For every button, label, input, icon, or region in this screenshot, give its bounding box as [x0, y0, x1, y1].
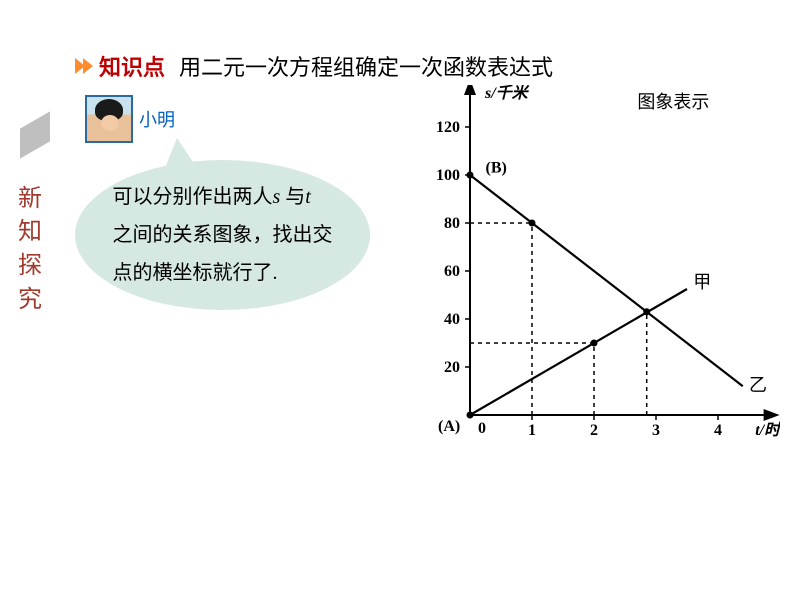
bubble-line1b: 与 — [280, 186, 305, 208]
svg-text:80: 80 — [444, 215, 460, 232]
speech-bubble: 可以分别作出两人s 与t 之间的关系图象，找出交 点的横坐标就行了. — [75, 160, 370, 310]
chart: 20 40 60 80 100 120 1 2 3 4 s/千米 t/时 图象表示 (A) 0 (B) 甲乙 — [400, 85, 780, 455]
svg-text:3: 3 — [652, 422, 660, 439]
svg-text:0: 0 — [478, 420, 486, 437]
sidebar-nav: 新 知 探 究 — [0, 150, 60, 350]
svg-text:s/千米: s/千米 — [484, 85, 530, 102]
avatar-block: 小明 — [85, 95, 175, 143]
svg-text:40: 40 — [444, 311, 460, 328]
bubble-var-t: t — [305, 186, 311, 208]
svg-text:图象表示: 图象表示 — [637, 92, 709, 112]
sidebar-decoration — [20, 111, 50, 158]
svg-text:120: 120 — [436, 119, 460, 136]
page-header: 知识点 用二元一次方程组确定一次函数表达式 — [75, 50, 553, 82]
avatar-name: 小明 — [139, 106, 175, 132]
header-red-label: 知识点 — [99, 50, 165, 82]
svg-text:20: 20 — [444, 359, 460, 376]
svg-text:4: 4 — [714, 422, 722, 439]
sidebar-char: 知 — [18, 216, 42, 250]
svg-text:乙: 乙 — [749, 375, 767, 395]
svg-text:1: 1 — [528, 422, 536, 439]
bubble-line1a: 可以分别作出两人 — [113, 186, 273, 208]
svg-text:100: 100 — [436, 167, 460, 184]
svg-text:(A): (A) — [438, 418, 460, 435]
sidebar-char: 究 — [18, 284, 42, 318]
chart-svg: 20 40 60 80 100 120 1 2 3 4 s/千米 t/时 图象表示 (A) 0 (B) 甲乙 — [400, 85, 780, 455]
bubble-line3: 点的横坐标就行了. — [113, 262, 278, 284]
svg-text:甲: 甲 — [693, 272, 711, 292]
svg-text:60: 60 — [444, 263, 460, 280]
bubble-line2: 之间的关系图象，找出交 — [113, 224, 333, 246]
header-title: 用二元一次方程组确定一次函数表达式 — [179, 50, 553, 82]
sidebar-char: 探 — [18, 250, 42, 284]
svg-text:(B): (B) — [486, 160, 507, 177]
chevron-right-icon — [75, 58, 91, 74]
svg-text:t/时: t/时 — [755, 421, 780, 439]
sidebar-char: 新 — [18, 183, 42, 217]
bubble-text: 可以分别作出两人s 与t 之间的关系图象，找出交 点的横坐标就行了. — [113, 178, 333, 292]
svg-text:2: 2 — [590, 422, 598, 439]
avatar-icon — [85, 95, 133, 143]
